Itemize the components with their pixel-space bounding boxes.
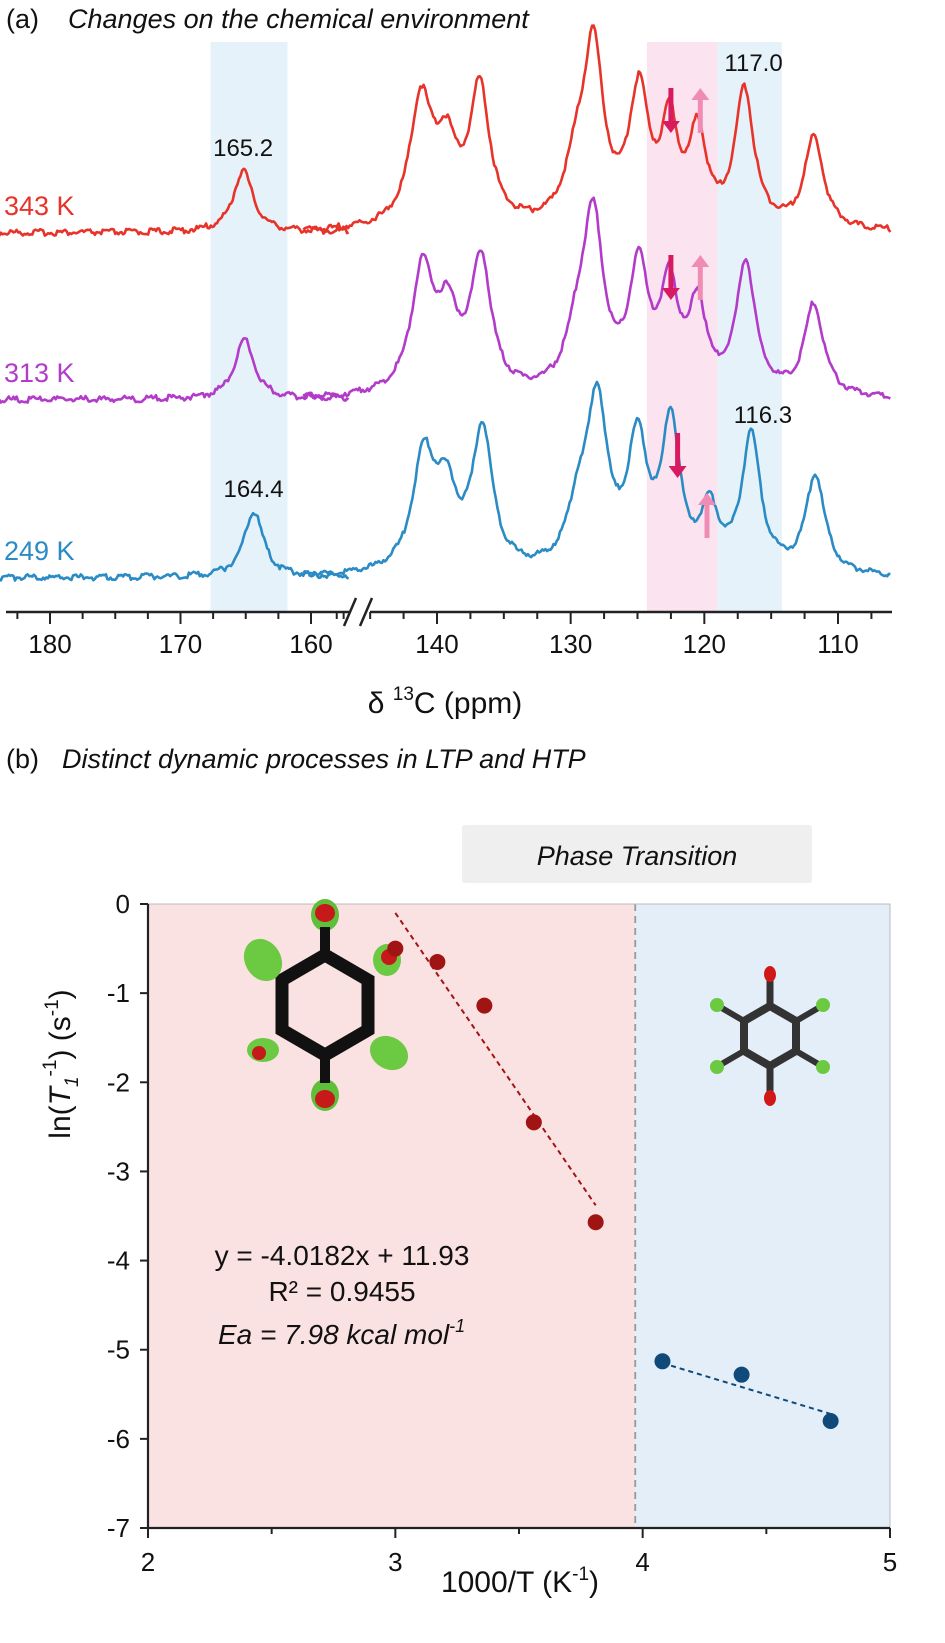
x-tick-label-120: 120 bbox=[683, 629, 726, 659]
arrow-up-6 bbox=[698, 493, 717, 538]
fit-line-htp bbox=[662, 1362, 831, 1415]
data-point-ltp-5 bbox=[587, 1214, 604, 1231]
x-tick-label-110: 110 bbox=[817, 629, 858, 659]
data-point-ltp-1 bbox=[387, 940, 404, 957]
x-tick-label-160: 160 bbox=[289, 629, 332, 659]
temp-label-343k: 343 K bbox=[4, 191, 75, 221]
spectrum-313k-segment-1 bbox=[0, 337, 350, 404]
arrow-up-4 bbox=[691, 255, 710, 300]
y-tick-label--2: -2 bbox=[107, 1067, 130, 1097]
x-label-suffix: C (ppm) bbox=[414, 687, 522, 720]
panel-b-y-axis-label: ln(T1-1) (s-1) bbox=[40, 989, 83, 1138]
data-points bbox=[387, 940, 839, 1430]
x-tick-label-4: 4 bbox=[635, 1547, 649, 1577]
spectrum-249k-segment-1 bbox=[0, 511, 350, 582]
panel-a-x-axis-label: δ 13C (ppm) bbox=[368, 684, 523, 720]
arrow-down-3 bbox=[661, 255, 680, 300]
y-tick-label--1: -1 bbox=[107, 978, 130, 1008]
panel-b-x-axis-label: 1000/T (K-1) bbox=[441, 1564, 599, 1599]
x-tick-label-170: 170 bbox=[159, 629, 202, 659]
y-tick-label--3: -3 bbox=[107, 1156, 130, 1186]
highlight-band-3 bbox=[717, 42, 782, 612]
peak-label-164-4: 164.4 bbox=[224, 476, 284, 503]
intensity-arrows bbox=[661, 88, 717, 538]
peak-labels: 165.2 117.0 164.4 116.3 bbox=[213, 50, 792, 503]
nmr-spectra bbox=[0, 24, 892, 582]
ltp-region bbox=[148, 904, 636, 1528]
spectrum-343k-segment-2 bbox=[302, 24, 892, 233]
spectrum-249k-segment-2 bbox=[302, 380, 891, 578]
phase-transition-label: Phase Transition bbox=[537, 841, 738, 871]
panel-b-label: (b) bbox=[6, 744, 39, 774]
data-point-ltp-2 bbox=[429, 953, 446, 970]
data-point-htp-1 bbox=[654, 1353, 671, 1370]
y-tick-label--4: -4 bbox=[107, 1246, 130, 1276]
htp-region bbox=[635, 904, 890, 1528]
ea-main: Ea = 7.98 kcal mol bbox=[218, 1319, 450, 1350]
spectrum-313k-segment-2 bbox=[302, 196, 891, 400]
x-tick-label-140: 140 bbox=[415, 629, 458, 659]
panel-a-x-axis: 180 170 160 140 130 120 110 bbox=[6, 597, 892, 659]
panel-b: (b) Distinct dynamic processes in LTP an… bbox=[6, 744, 897, 1599]
peak-label-116-3: 116.3 bbox=[734, 402, 792, 429]
panel-a: (a) Changes on the chemical environment … bbox=[0, 4, 892, 720]
y-tick-label-0: 0 bbox=[116, 889, 130, 919]
x-tick-label-180: 180 bbox=[28, 629, 71, 659]
data-point-htp-3 bbox=[822, 1413, 839, 1430]
axis-break-mark-1 bbox=[342, 597, 358, 627]
highlight-band-1 bbox=[210, 42, 288, 612]
y-tick-label--6: -6 bbox=[107, 1424, 130, 1454]
temp-label-249k: 249 K bbox=[4, 536, 75, 566]
ltp-molecule-illustration bbox=[243, 899, 409, 1111]
arrow-down-1 bbox=[661, 88, 680, 133]
panel-a-title: Changes on the chemical environment bbox=[68, 4, 530, 34]
x-label-prefix: δ bbox=[368, 687, 393, 720]
arrow-down-5 bbox=[668, 433, 687, 478]
x-tick-label-130: 130 bbox=[549, 629, 592, 659]
arrow-up-2 bbox=[691, 88, 710, 133]
htp-molecule-illustration bbox=[710, 966, 830, 1106]
phase-transition-box bbox=[462, 825, 812, 883]
peak-label-165-2: 165.2 bbox=[213, 135, 273, 162]
data-point-ltp-4 bbox=[525, 1114, 542, 1131]
x-tick-label-2: 2 bbox=[141, 1547, 155, 1577]
y-tick-label--5: -5 bbox=[107, 1335, 130, 1365]
panel-b-title: Distinct dynamic processes in LTP and HT… bbox=[62, 744, 586, 774]
axis-break-mark-2 bbox=[358, 597, 374, 627]
peak-label-117-0: 117.0 bbox=[724, 50, 782, 77]
fit-lines bbox=[394, 912, 831, 1415]
panel-a-label: (a) bbox=[6, 4, 39, 34]
phase-regions bbox=[148, 904, 890, 1528]
y-tick-label--7: -7 bbox=[107, 1513, 130, 1543]
panel-b-axes: 0 -1 -2 -3 -4 -5 -6 -7 2 3 4 5 bbox=[107, 889, 897, 1577]
temp-label-313k: 313 K bbox=[4, 358, 75, 388]
x-label-sup: 13 bbox=[393, 684, 414, 705]
x-tick-label-3: 3 bbox=[388, 1547, 402, 1577]
spectrum-343k-segment-1 bbox=[0, 167, 350, 237]
data-point-htp-2 bbox=[733, 1366, 750, 1383]
fit-equation: y = -4.0182x + 11.93 bbox=[215, 1240, 470, 1271]
ea-sup: -1 bbox=[449, 1316, 465, 1336]
data-point-ltp-3 bbox=[476, 997, 493, 1014]
x-tick-label-5: 5 bbox=[883, 1547, 897, 1577]
temperature-labels: 343 K 313 K 249 K bbox=[4, 191, 75, 566]
activation-energy: Ea = 7.98 kcal mol-1 bbox=[218, 1316, 465, 1350]
fit-r-squared: R² = 0.9455 bbox=[268, 1276, 415, 1307]
